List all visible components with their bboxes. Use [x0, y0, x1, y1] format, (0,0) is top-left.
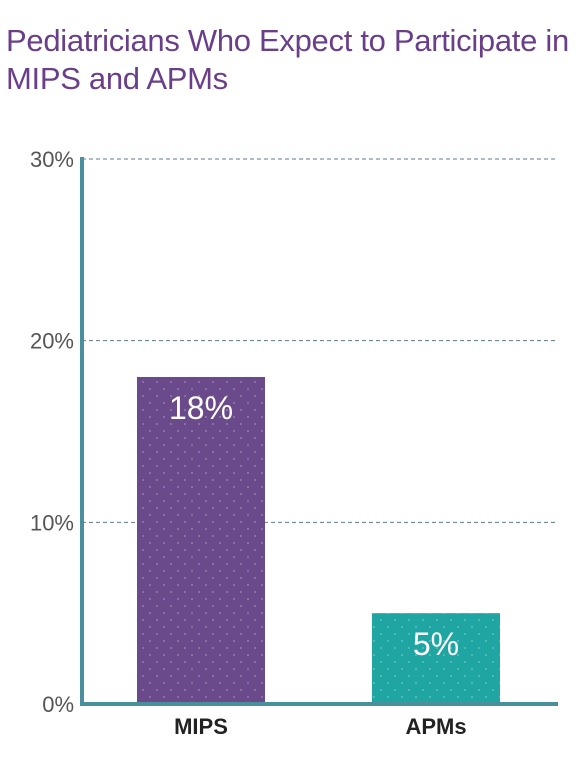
bar-texture [372, 613, 500, 704]
labels: 0% 10% 20% 30% 18% MIPS 5% APMs [30, 147, 467, 739]
data-label: 18% [169, 390, 233, 426]
y-tick-label: 0% [42, 692, 74, 717]
axes [80, 157, 558, 706]
y-tick-label: 20% [30, 329, 74, 354]
bar-texture [137, 377, 265, 704]
chart-title: Pediatricians Who Expect to Participate … [6, 23, 569, 96]
x-category-label: MIPS [174, 714, 228, 739]
y-tick-label: 30% [30, 147, 74, 172]
data-label: 5% [413, 626, 459, 662]
x-category-label: APMs [405, 714, 466, 739]
y-tick-label: 10% [30, 510, 74, 535]
bars [137, 377, 500, 704]
